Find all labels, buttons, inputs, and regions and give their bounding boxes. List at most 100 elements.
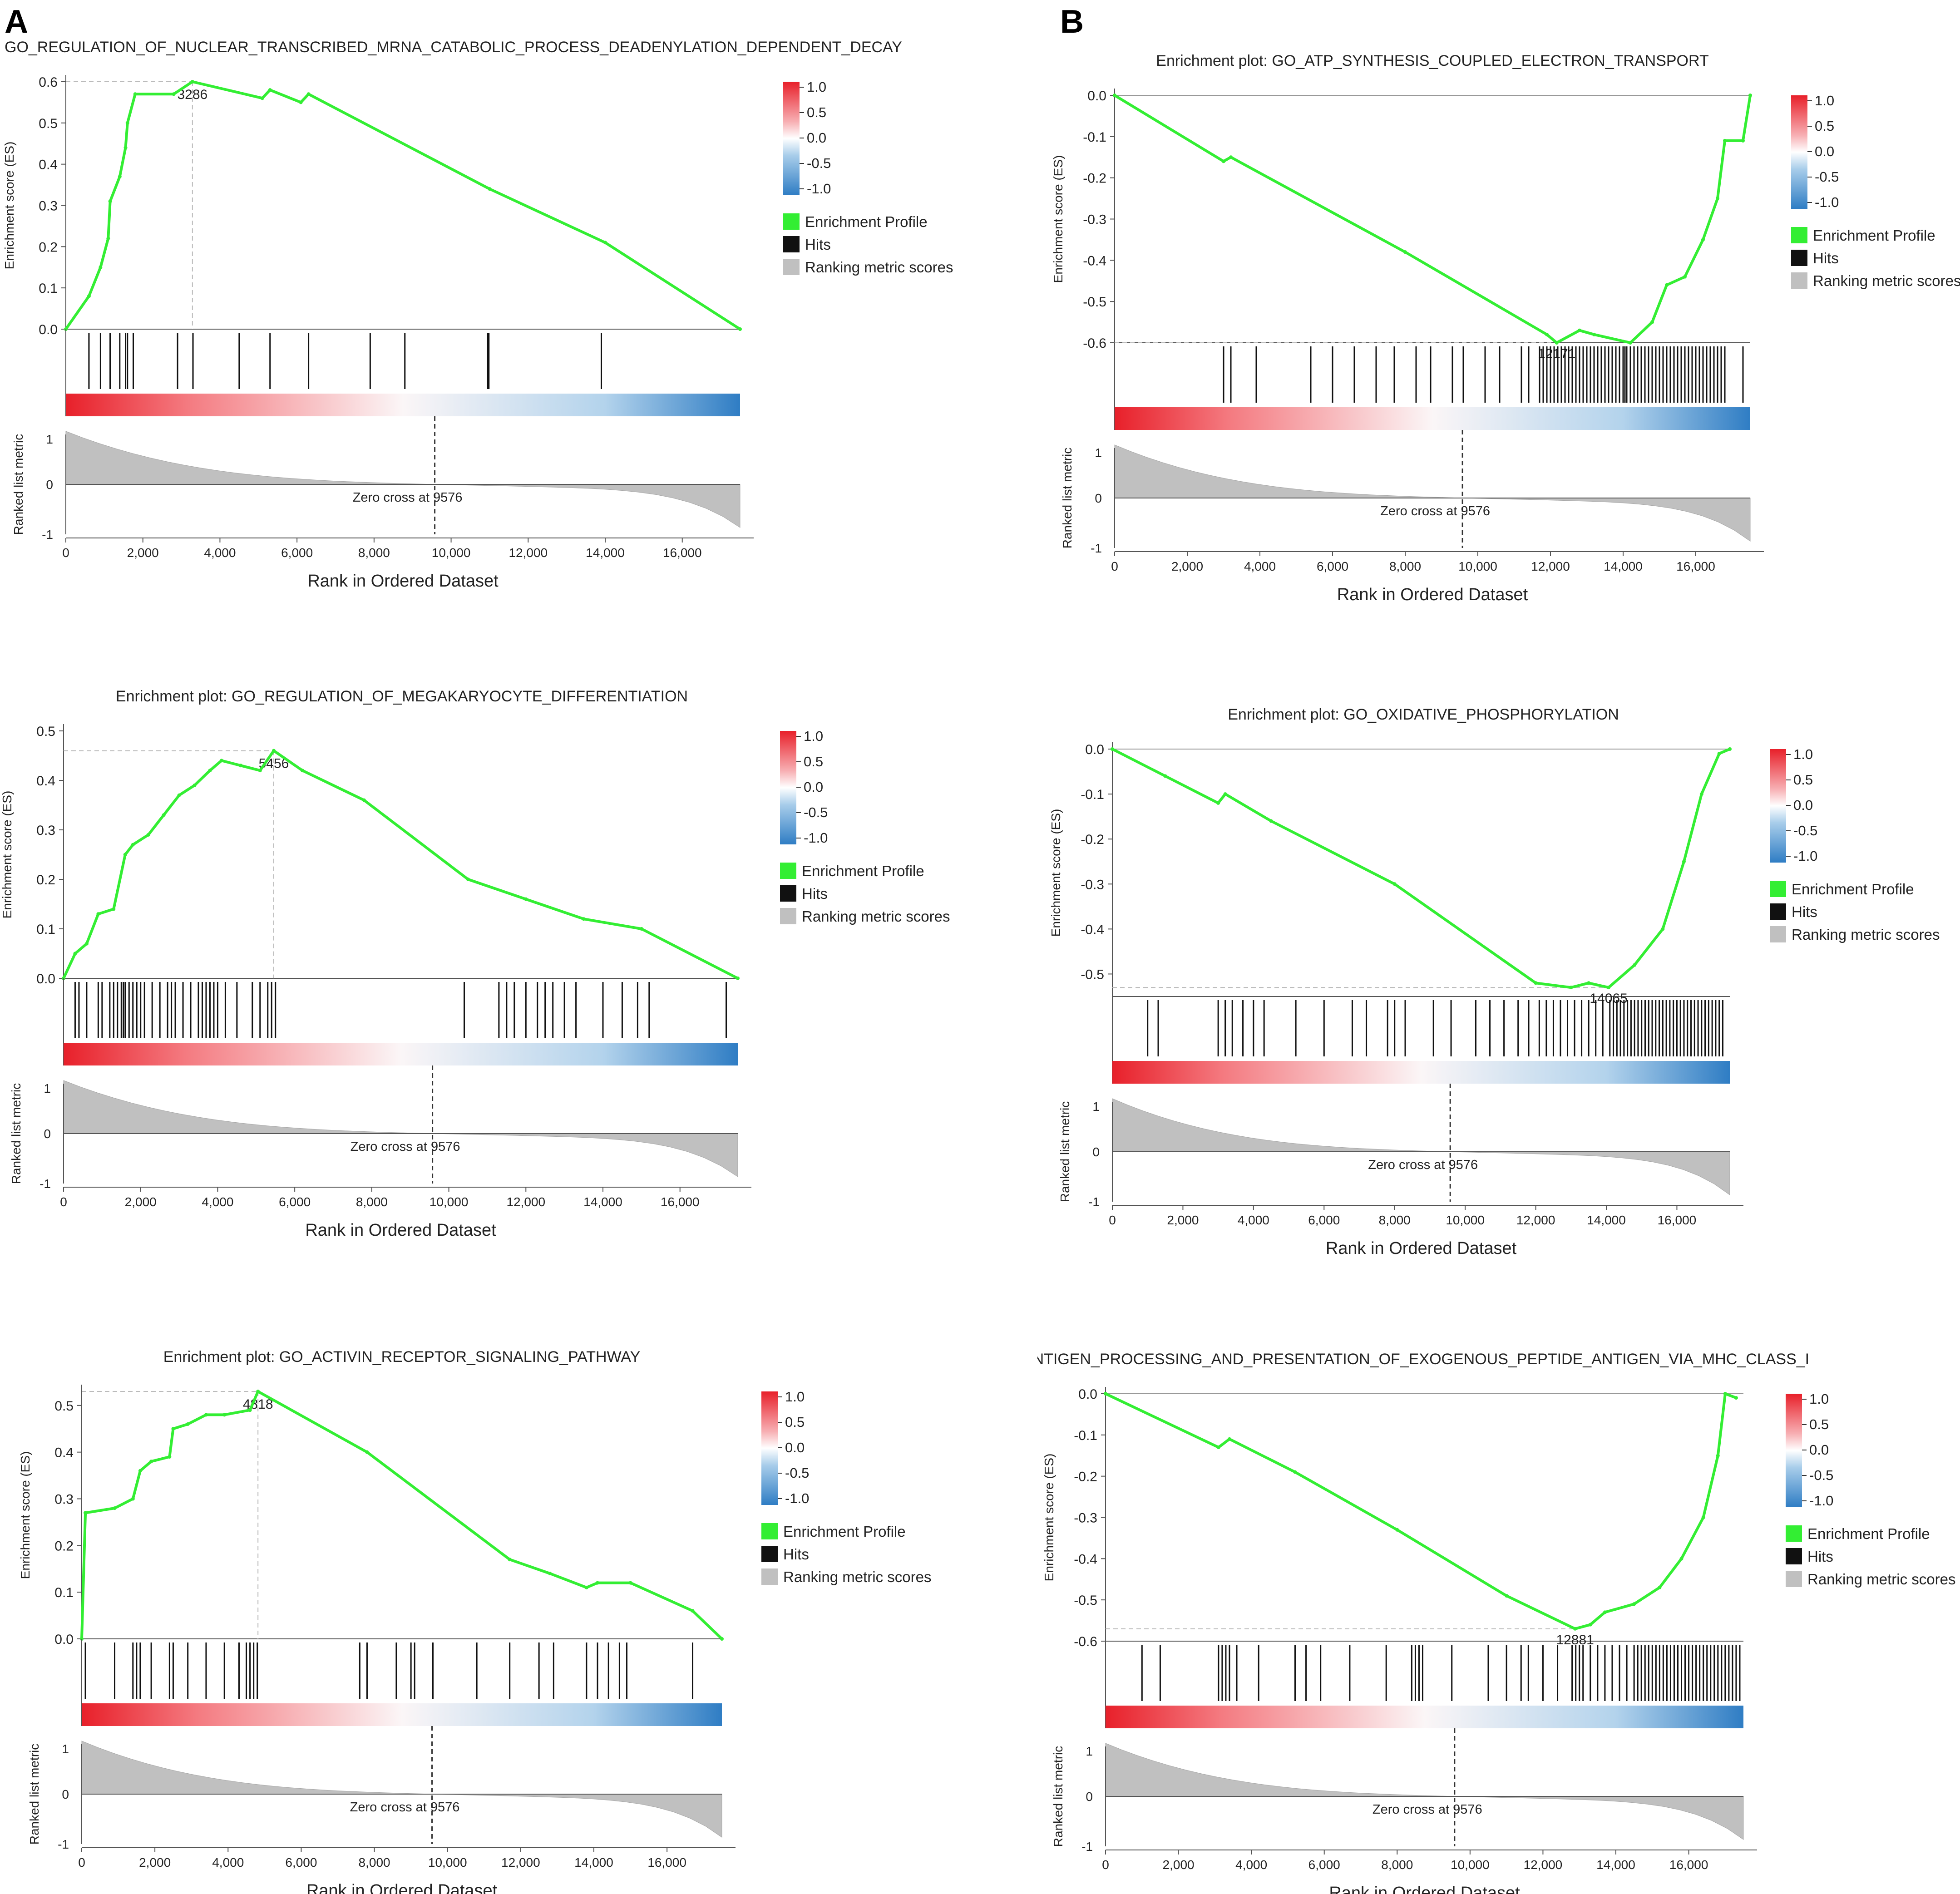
enrichment-profile-point	[99, 265, 103, 269]
enrichment-profile-point	[84, 1511, 88, 1515]
es-y-tick-label: 0.5	[36, 724, 55, 739]
enrichment-profile-point	[1592, 332, 1596, 336]
x-tick-label: 12,000	[1531, 559, 1570, 573]
metric-y-tick-label: 1	[1092, 1100, 1100, 1114]
enrichment-profile-point	[584, 1585, 588, 1589]
enrichment-profile-point	[1403, 250, 1407, 254]
enrichment-profile-point	[1665, 283, 1669, 287]
x-tick-label: 6,000	[1308, 1213, 1340, 1227]
enrichment-profile-point	[1658, 1585, 1662, 1589]
es-y-tick-label: -0.5	[1083, 295, 1106, 310]
metric-y-axis-label: Ranked list metric	[9, 1083, 23, 1184]
es-y-tick-label: -0.2	[1083, 171, 1106, 186]
colorbar	[1786, 1394, 1802, 1507]
enrichment-profile-point	[131, 843, 135, 847]
plot-title: Enrichment plot: GO_REGULATION_OF_MEGAKA…	[116, 688, 688, 705]
x-tick-label: 10,000	[432, 546, 471, 560]
enrichment-profile-line	[1105, 1392, 1737, 1630]
enrichment-profile-point	[508, 1558, 512, 1562]
x-tick-label: 12,000	[1516, 1213, 1555, 1227]
x-tick-label: 0	[78, 1855, 85, 1869]
enrichment-profile-point	[1587, 981, 1591, 985]
legend-swatch	[761, 1546, 778, 1562]
x-axis-label: Rank in Ordered Dataset	[306, 1881, 498, 1894]
x-axis-label: Rank in Ordered Dataset	[1329, 1884, 1520, 1894]
enrichment-profile-point	[222, 1413, 227, 1417]
colorbar-tick-label: -0.5	[1815, 169, 1839, 185]
enrichment-profile-point	[131, 1497, 135, 1501]
peak-rank-label: 12881	[1556, 1633, 1594, 1647]
es-y-axis-label: Enrichment score (ES)	[0, 791, 14, 919]
gsea-plot-3: Enrichment plot: GO_REGULATION_OF_MEGAKA…	[0, 688, 950, 1240]
enrichment-profile-point	[1632, 1602, 1636, 1606]
colorbar-tick-label: -1.0	[785, 1490, 809, 1506]
ranking-color-bar	[1106, 1706, 1743, 1728]
enrichment-profile-point	[248, 1408, 252, 1412]
x-tick-label: 16,000	[663, 546, 702, 560]
enrichment-profile-point	[1505, 1594, 1509, 1598]
x-tick-label: 6,000	[1317, 559, 1348, 573]
enrichment-profile-point	[1555, 341, 1559, 345]
enrichment-profile-point	[190, 80, 194, 84]
legend-label: Enrichment Profile	[1813, 227, 1935, 244]
enrichment-profile-point	[1723, 1392, 1727, 1396]
metric-y-tick-label: -1	[58, 1837, 69, 1851]
enrichment-profile-point	[488, 187, 492, 191]
legend-label: Enrichment Profile	[1807, 1525, 1930, 1542]
enrichment-profile-point	[524, 897, 528, 901]
es-y-tick-label: -0.4	[1081, 922, 1104, 937]
es-y-tick-label: 0.0	[1085, 742, 1104, 757]
colorbar-tick-label: 0.5	[1809, 1416, 1829, 1432]
colorbar-tick-label: -0.5	[1809, 1467, 1833, 1483]
enrichment-profile-point	[172, 92, 176, 96]
legend-swatch	[1770, 903, 1786, 920]
x-tick-label: 0	[60, 1195, 67, 1209]
es-y-tick-label: -0.1	[1083, 130, 1106, 145]
x-tick-label: 12,000	[1524, 1858, 1563, 1872]
enrichment-profile-point	[112, 907, 116, 911]
x-tick-label: 16,000	[1658, 1213, 1697, 1227]
enrichment-profile-point	[306, 92, 311, 96]
enrichment-profile-point	[1293, 1470, 1297, 1474]
es-y-tick-label: 0.2	[54, 1539, 74, 1554]
enrichment-profile-point	[149, 1460, 153, 1464]
ranked-metric-area	[1112, 1098, 1730, 1195]
colorbar-tick-label: 1.0	[1793, 746, 1813, 762]
es-y-tick-label: -0.6	[1074, 1634, 1097, 1649]
enrichment-profile-point	[1682, 859, 1686, 863]
es-y-tick-label: 0.2	[39, 240, 58, 255]
x-tick-label: 6,000	[279, 1195, 311, 1209]
x-tick-label: 8,000	[359, 1855, 390, 1869]
plot-title: Enrichment plot: GO_ACTIVIN_RECEPTOR_SIG…	[163, 1348, 641, 1366]
colorbar	[761, 1391, 778, 1505]
ranked-metric-area	[1105, 1743, 1744, 1840]
legend-swatch	[1786, 1548, 1802, 1564]
legend-swatch	[780, 863, 796, 879]
x-tick-label: 12,000	[509, 546, 548, 560]
enrichment-profile-point	[1229, 155, 1233, 159]
enrichment-profile-point	[87, 294, 91, 298]
plot-title: Enrichment plot: GO_OXIDATIVE_PHOSPHORYL…	[1228, 706, 1619, 723]
colorbar-tick-label: 1.0	[807, 79, 826, 95]
legend-swatch	[1791, 250, 1807, 266]
enrichment-profile-point	[1545, 332, 1549, 336]
x-tick-label: 2,000	[125, 1195, 157, 1209]
enrichment-profile-point	[1723, 138, 1727, 143]
zero-cross-label: Zero cross at 9576	[1380, 504, 1490, 518]
enrichment-profile-point	[1603, 1610, 1607, 1614]
enrichment-profile-point	[1607, 986, 1611, 990]
colorbar	[1770, 749, 1786, 863]
es-y-tick-label: -0.3	[1074, 1511, 1097, 1526]
es-y-tick-label: 0.0	[1087, 89, 1106, 104]
enrichment-profile-point	[1534, 981, 1538, 985]
enrichment-profile-point	[1683, 275, 1687, 279]
enrichment-profile-point	[84, 942, 89, 946]
enrichment-profile-point	[138, 1469, 142, 1473]
enrichment-profile-point	[466, 878, 470, 881]
zero-cross-label: Zero cross at 9576	[1372, 1802, 1482, 1817]
x-tick-label: 0	[1102, 1858, 1109, 1872]
x-tick-label: 10,000	[430, 1195, 469, 1209]
zero-cross-label: Zero cross at 9576	[353, 490, 463, 505]
enrichment-profile-point	[548, 1572, 552, 1576]
metric-y-tick-label: -1	[1088, 1195, 1100, 1209]
